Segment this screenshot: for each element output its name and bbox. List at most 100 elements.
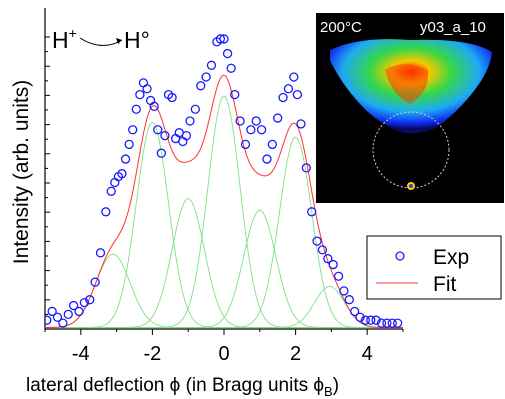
exp-point bbox=[289, 72, 299, 82]
exp-point bbox=[124, 139, 134, 150]
exp-point bbox=[142, 84, 152, 94]
x-tick-label: -4 bbox=[72, 343, 90, 365]
exp-point bbox=[135, 89, 145, 100]
exp-point bbox=[215, 34, 226, 44]
legend-fit-label: Fit bbox=[433, 273, 456, 296]
exp-point bbox=[251, 116, 261, 126]
x-axis-label-phib: ϕ bbox=[313, 375, 324, 396]
x-tick-label: -2 bbox=[144, 343, 162, 365]
exp-point bbox=[74, 306, 84, 317]
x-axis-label-phi: ϕ bbox=[170, 375, 181, 396]
exp-point bbox=[201, 72, 211, 82]
exp-point bbox=[167, 92, 177, 103]
y-axis-label: Intensity (arb. units) bbox=[10, 80, 33, 264]
exp-point bbox=[278, 92, 288, 103]
exp-point bbox=[47, 306, 57, 317]
exp-point bbox=[292, 89, 303, 100]
exp-point bbox=[387, 318, 397, 328]
exp-point bbox=[344, 295, 354, 305]
fit-components bbox=[45, 95, 403, 328]
exp-point bbox=[267, 139, 277, 150]
charge-exchange-annotation: H+ H° bbox=[52, 25, 150, 53]
exp-point bbox=[178, 136, 188, 147]
inset-label-left: 200°C bbox=[320, 19, 362, 36]
legend-box bbox=[366, 235, 502, 300]
annotation-left: H+ bbox=[52, 25, 77, 53]
exp-point bbox=[219, 34, 229, 44]
exp-point bbox=[235, 116, 245, 126]
exp-point bbox=[206, 60, 217, 70]
legend: Exp Fit bbox=[366, 235, 502, 300]
exp-point bbox=[85, 295, 95, 305]
exp-point bbox=[256, 125, 267, 135]
exp-point bbox=[120, 154, 131, 164]
exp-point bbox=[382, 318, 392, 328]
exp-point bbox=[181, 130, 192, 141]
exp-point bbox=[149, 101, 159, 111]
exp-point bbox=[301, 163, 311, 173]
x-axis-label-close: ) bbox=[333, 375, 339, 396]
x-axis-label-sub: B bbox=[324, 384, 333, 399]
exp-point bbox=[366, 315, 376, 325]
exp-point bbox=[196, 81, 206, 91]
exp-point bbox=[350, 306, 360, 317]
x-tick-label: 4 bbox=[362, 343, 373, 365]
exp-point bbox=[160, 130, 170, 141]
exp-point bbox=[328, 259, 338, 270]
exp-point bbox=[333, 271, 344, 281]
x-axis-label: lateral deflection ϕ (in Bragg units ϕB) bbox=[26, 375, 339, 399]
x-tick-label: 2 bbox=[290, 343, 301, 365]
exp-point bbox=[323, 254, 333, 264]
exp-point bbox=[153, 125, 163, 135]
exp-point bbox=[110, 177, 120, 188]
exp-point bbox=[95, 248, 106, 258]
exp-point bbox=[52, 312, 63, 322]
exp-point bbox=[296, 119, 306, 129]
exp-point bbox=[222, 48, 233, 59]
fit-component-3 bbox=[45, 198, 403, 328]
exp-point bbox=[226, 63, 236, 73]
x-axis-label-paren: (in Bragg units bbox=[180, 375, 313, 396]
exp-point bbox=[45, 315, 52, 325]
x-ticks bbox=[44, 329, 404, 335]
exp-point bbox=[101, 207, 111, 217]
annotation-arrow bbox=[79, 37, 123, 46]
inset-guide-circle bbox=[372, 111, 450, 189]
exp-point bbox=[273, 113, 283, 123]
exp-point bbox=[307, 207, 317, 217]
inset-beam-core bbox=[409, 184, 413, 188]
exp-point bbox=[190, 104, 201, 114]
x-axis-label-main: lateral deflection bbox=[26, 375, 170, 396]
exp-point bbox=[355, 312, 365, 322]
exp-point bbox=[68, 300, 79, 311]
exp-point bbox=[131, 104, 141, 114]
legend-exp-marker bbox=[395, 251, 405, 261]
exp-point bbox=[185, 116, 195, 126]
legend-exp-label: Exp bbox=[433, 246, 469, 269]
exp-point bbox=[117, 169, 127, 179]
inset-label-right: y03_a_10 bbox=[420, 19, 486, 36]
exp-point bbox=[79, 297, 90, 308]
exp-point bbox=[106, 186, 116, 196]
x-tick-labels: -4 -2 0 2 4 bbox=[72, 343, 373, 365]
inset-image: 200°C y03_a_10 bbox=[316, 13, 504, 203]
fit-component-7 bbox=[45, 286, 403, 328]
exp-point bbox=[376, 318, 387, 328]
exp-point bbox=[58, 318, 68, 328]
annotation-arrowhead bbox=[116, 38, 122, 44]
exp-point bbox=[240, 139, 251, 150]
annotation-right: H° bbox=[124, 27, 150, 53]
inset-hotspot bbox=[385, 64, 429, 104]
fit-line bbox=[45, 74, 403, 329]
exp-point bbox=[246, 125, 256, 135]
exp-point bbox=[145, 95, 156, 106]
exp-point bbox=[392, 318, 403, 328]
exp-point bbox=[230, 89, 240, 100]
exp-point bbox=[156, 148, 167, 158]
x-tick-label: 0 bbox=[218, 343, 229, 365]
exp-point bbox=[312, 236, 322, 246]
exp-point bbox=[63, 309, 73, 320]
exp-point bbox=[339, 286, 349, 296]
exp-points bbox=[45, 34, 403, 328]
